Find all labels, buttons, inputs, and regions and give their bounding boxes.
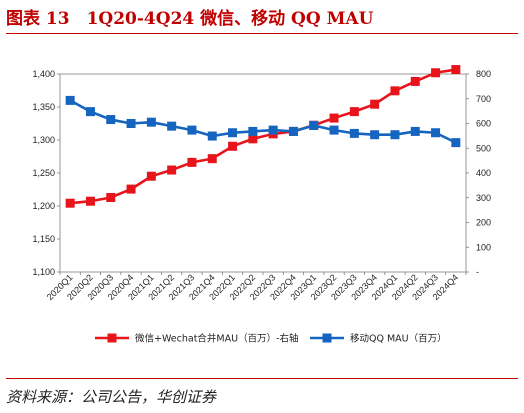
series-0-point (451, 65, 461, 75)
y-left-tick-label: 1,150 (32, 234, 55, 244)
series-1-point (451, 138, 461, 148)
series-1-point (126, 119, 136, 128)
chart-title: 图表 13 1Q20-4Q24 微信、移动 QQ MAU (6, 9, 374, 29)
series-1-point (288, 126, 298, 136)
series-1-point (146, 117, 156, 127)
legend-label-0: 微信+Wechat合并MAU（百万）-右轴 (135, 333, 299, 345)
series-0-point (390, 86, 400, 96)
series-1-point (431, 128, 441, 138)
series-0-point (65, 198, 75, 208)
series-0-point (85, 196, 95, 206)
title-divider (6, 33, 518, 34)
series-1-point (248, 126, 258, 136)
series-1-point (268, 125, 278, 135)
series-0-point (187, 157, 197, 167)
series-1-point (207, 131, 217, 141)
legend-label-1: 移动QQ MAU（百万） (350, 333, 447, 345)
y-left-tick-label: 1,100 (32, 267, 55, 277)
legend-marker-0 (107, 333, 117, 343)
series-1-point (410, 126, 420, 136)
series-1-point (106, 115, 116, 125)
plot-area (59, 73, 467, 273)
y-right-tick-label: 300 (476, 193, 491, 203)
series-1-point (228, 128, 238, 138)
y-left-tick-label: 1,400 (32, 69, 55, 79)
legend: 微信+Wechat合并MAU（百万）-右轴 移动QQ MAU（百万） (95, 333, 447, 345)
series-1-point (187, 125, 197, 135)
series-0-point (146, 171, 156, 181)
series-0-point (410, 76, 420, 86)
y-left-tick-label: 1,300 (32, 135, 55, 145)
series-layer (65, 65, 461, 208)
series-0-point (248, 134, 258, 144)
source-divider (6, 378, 518, 379)
y-right-tick-label: - (476, 267, 479, 277)
series-0-point (167, 165, 177, 175)
y-right-tick-label: 200 (476, 218, 491, 228)
series-1-point (370, 130, 380, 140)
y-axis-left: 1,100 1,150 1,200 1,250 1,300 1,350 1,400 (32, 69, 60, 277)
series-1-point (329, 125, 339, 135)
y-right-tick-label: 100 (476, 242, 491, 252)
source-note: 资料来源：公司公告，华创证券 (6, 388, 217, 406)
y-right-tick-label: 400 (476, 168, 491, 178)
series-1-point (349, 128, 359, 138)
y-axis-right: - 100 200 300 400 500 600 700 800 (466, 69, 491, 277)
series-1-point (65, 95, 75, 105)
series-0-point (106, 193, 116, 203)
series-0-point (126, 184, 136, 194)
series-1-point (85, 107, 95, 117)
series-1-point (167, 121, 177, 131)
x-axis: 2020Q12020Q22020Q32020Q42021Q12021Q22021… (45, 272, 467, 302)
series-1-point (309, 120, 319, 130)
y-left-tick-label: 1,250 (32, 168, 55, 178)
legend-marker-1 (322, 333, 332, 343)
series-0-point (329, 113, 339, 123)
series-1-point (390, 130, 400, 140)
y-right-tick-label: 700 (476, 94, 491, 104)
series-0-point (207, 154, 217, 164)
series-0-point (370, 99, 380, 109)
series-0-point (349, 107, 359, 117)
y-left-tick-label: 1,350 (32, 102, 55, 112)
y-right-tick-label: 800 (476, 69, 491, 79)
y-right-tick-label: 500 (476, 143, 491, 153)
y-right-tick-label: 600 (476, 119, 491, 129)
y-left-tick-label: 1,200 (32, 201, 55, 211)
series-0-point (431, 68, 441, 78)
series-0-point (228, 141, 238, 151)
